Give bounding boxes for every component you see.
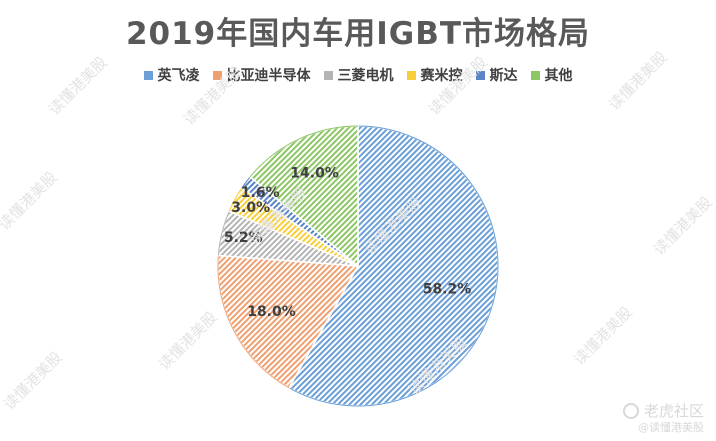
data-label: 18.0% (247, 304, 296, 320)
legend-swatch (475, 70, 485, 80)
slice-edge (217, 211, 230, 256)
legend-label: 比亚迪半导体 (226, 68, 311, 84)
pie-data-labels: 58.2% 18.0% 5.2% 3.0%1.6% 14.0% (224, 166, 471, 320)
data-label: 3.0% (231, 200, 270, 216)
legend-swatch (530, 70, 540, 80)
tiger-logo-icon (622, 402, 639, 419)
legend-label: 斯达 (489, 68, 518, 84)
legend: 英飞凌 比亚迪半导体 三菱电机 赛米控 斯达 其他 (0, 65, 716, 85)
data-label: 58.2% (423, 281, 472, 297)
legend-item-infineon: 英飞凌 (143, 65, 200, 85)
legend-swatch (212, 70, 222, 80)
legend-label: 其他 (544, 68, 573, 84)
legend-item-starpower: 斯达 (475, 65, 518, 85)
legend-label: 英飞凌 (157, 68, 200, 84)
legend-label: 三菱电机 (337, 68, 394, 84)
pie-slices (217, 125, 499, 407)
slice-edge (217, 255, 290, 389)
brand-handle: @读懂港美股 (638, 421, 704, 434)
data-label: 1.6% (241, 185, 280, 201)
legend-item-others: 其他 (530, 65, 573, 85)
slice-edge (249, 125, 359, 178)
legend-item-mitsubishi: 三菱电机 (323, 65, 394, 85)
legend-swatch (143, 70, 153, 80)
data-label: 5.2% (224, 230, 263, 246)
legend-item-byd-semiconductor: 比亚迪半导体 (212, 65, 311, 85)
legend-label: 赛米控 (420, 68, 463, 84)
data-label: 14.0% (290, 166, 339, 182)
chart-title: 2019年国内车用IGBT市场格局 (125, 16, 591, 52)
slice-edge (288, 125, 499, 407)
brand-watermark: 老虎社区 (622, 400, 704, 421)
brand-name: 老虎社区 (643, 402, 704, 420)
legend-swatch (323, 70, 333, 80)
legend-swatch (406, 70, 416, 80)
legend-item-semikron: 赛米控 (406, 65, 463, 85)
